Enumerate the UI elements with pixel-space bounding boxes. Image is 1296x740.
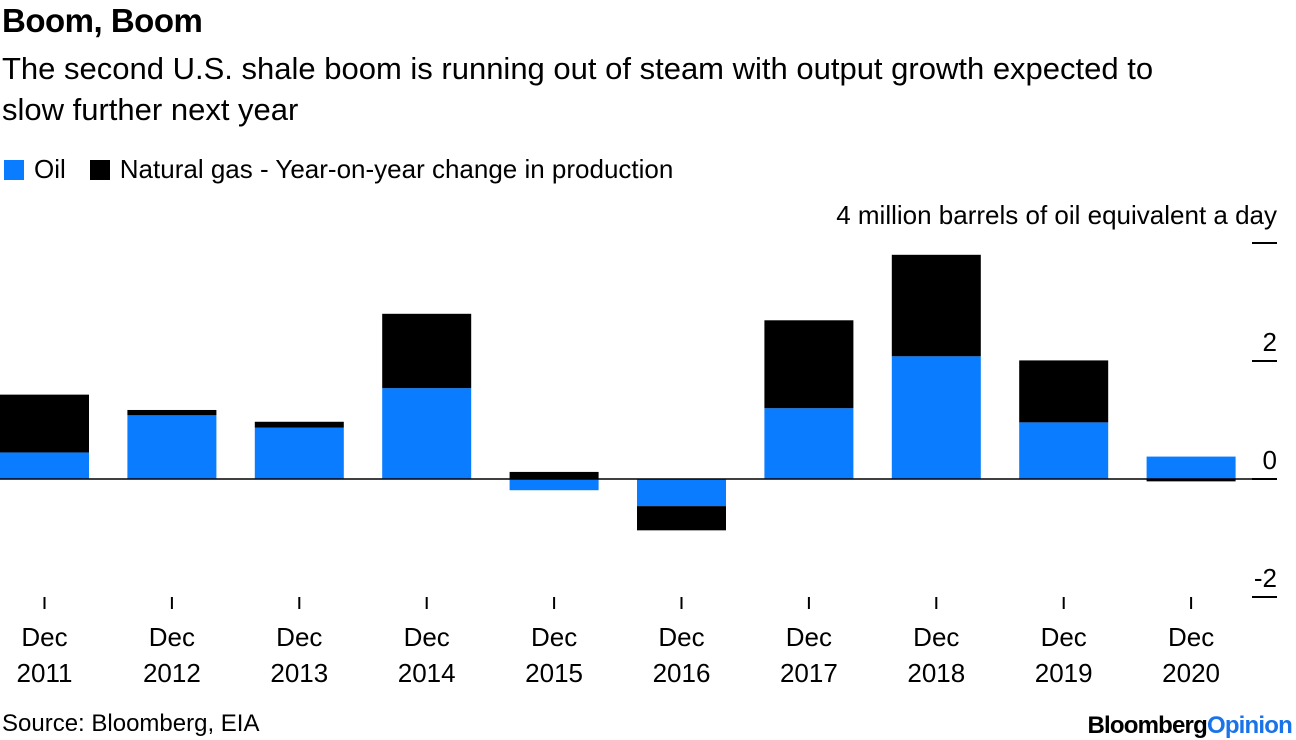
x-tick-label-month: Dec bbox=[1041, 622, 1087, 652]
bar-gas bbox=[637, 506, 726, 531]
logo-product: Opinion bbox=[1206, 712, 1293, 739]
bar-gas bbox=[254, 421, 344, 428]
x-tick-label-year: 2015 bbox=[525, 658, 583, 688]
bar-gas bbox=[0, 394, 89, 453]
x-tick-label-year: 2019 bbox=[1035, 658, 1093, 688]
bar-gas bbox=[509, 471, 599, 479]
bar-oil bbox=[0, 452, 89, 479]
x-tick-label-year: 2018 bbox=[907, 658, 965, 688]
x-tick-label-month: Dec bbox=[1168, 622, 1214, 652]
bar-oil bbox=[637, 479, 726, 507]
x-tick-label-month: Dec bbox=[913, 622, 959, 652]
legend-item-gas: Natural gas - Year-on-year change in pro… bbox=[89, 154, 674, 185]
bar-gas bbox=[1019, 360, 1109, 423]
bar-oil bbox=[764, 408, 854, 479]
legend-label-oil: Oil bbox=[34, 154, 66, 184]
y-tick-label: 0 bbox=[1263, 445, 1277, 475]
y-tick-label: -2 bbox=[1254, 563, 1277, 593]
bar-oil bbox=[1146, 456, 1236, 479]
x-tick-label-year: 2011 bbox=[17, 658, 73, 688]
legend-swatch-oil bbox=[4, 159, 24, 180]
legend-label-gas: Natural gas - Year-on-year change in pro… bbox=[119, 154, 674, 184]
source-note: Source: Bloomberg, EIA bbox=[2, 710, 260, 737]
x-tick-label-month: Dec bbox=[149, 622, 195, 652]
y-axis-unit-label: 4 million barrels of oil equivalent a da… bbox=[836, 200, 1277, 230]
x-tick-label-year: 2016 bbox=[653, 658, 711, 688]
x-tick-label-year: 2020 bbox=[1162, 658, 1220, 688]
x-tick-label-month: Dec bbox=[21, 622, 67, 652]
bar-oil bbox=[127, 415, 217, 479]
bar-gas bbox=[127, 409, 217, 416]
x-tick-label-month: Dec bbox=[786, 622, 832, 652]
bloomberg-opinion-logo: BloombergOpinion bbox=[1087, 712, 1292, 740]
bar-oil bbox=[254, 427, 344, 479]
y-tick-label: 2 bbox=[1263, 327, 1277, 357]
chart-title: Boom, Boom bbox=[2, 2, 203, 39]
legend-item-oil: Oil bbox=[4, 154, 66, 185]
bar-oil bbox=[1019, 422, 1109, 479]
x-tick-label-year: 2014 bbox=[398, 658, 456, 688]
legend-swatch-gas bbox=[89, 159, 110, 180]
x-tick-label-month: Dec bbox=[531, 622, 577, 652]
legend: Oil Natural gas - Year-on-year change in… bbox=[4, 154, 697, 185]
x-tick-label-month: Dec bbox=[276, 622, 322, 652]
x-tick-label-month: Dec bbox=[658, 622, 704, 652]
x-tick-label-year: 2012 bbox=[143, 658, 201, 688]
bar-oil bbox=[382, 388, 472, 479]
logo-brand: Bloomberg bbox=[1087, 712, 1207, 739]
x-tick-label-year: 2017 bbox=[780, 658, 838, 688]
chart-subtitle: The second U.S. shale boom is running ou… bbox=[2, 51, 1154, 127]
bar-oil bbox=[891, 356, 981, 479]
bar-oil bbox=[509, 479, 599, 491]
bar-gas bbox=[1146, 479, 1236, 482]
bar-gas bbox=[382, 313, 472, 389]
x-tick-label-month: Dec bbox=[404, 622, 450, 652]
bar-gas bbox=[764, 320, 854, 409]
x-tick-label-year: 2013 bbox=[270, 658, 328, 688]
bar-gas bbox=[891, 254, 981, 357]
